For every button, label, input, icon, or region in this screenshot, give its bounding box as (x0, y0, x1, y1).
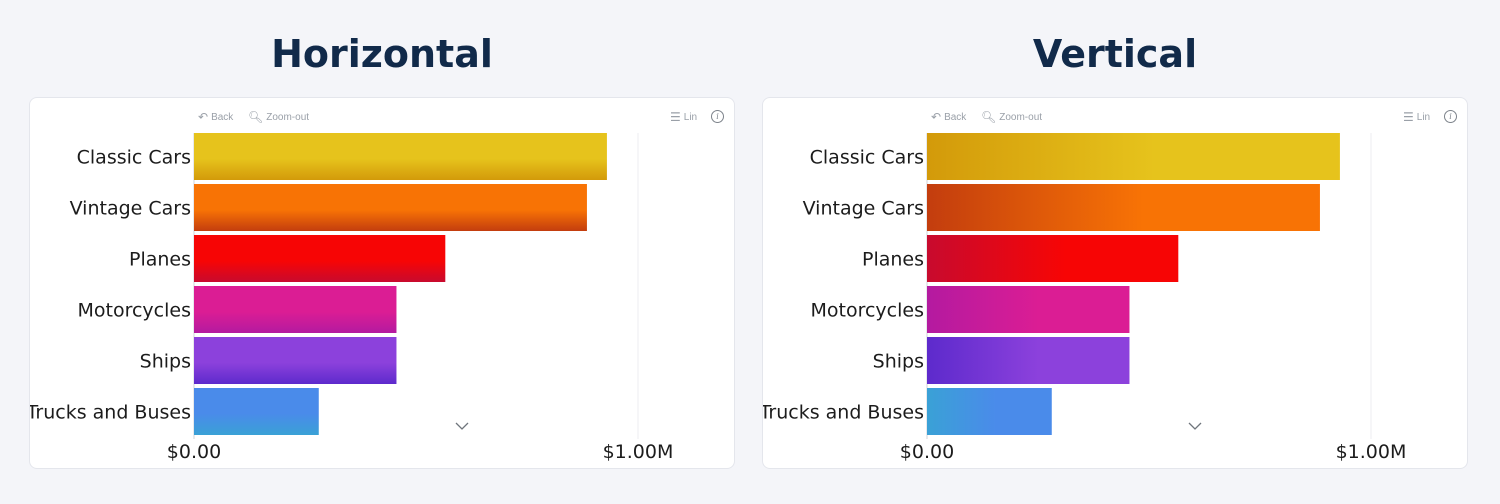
chart-card: ↶ Back 🔍︎ Zoom-out ☰ Lin i Classic Cars V… (762, 97, 1468, 469)
category-label: Vintage Cars (70, 198, 191, 220)
info-icon: i (1444, 110, 1457, 123)
back-button[interactable]: ↶ Back (198, 111, 233, 123)
chart-title: Horizontal (271, 32, 493, 76)
scale-toggle-button[interactable]: ☰ Lin (1403, 111, 1430, 123)
bar[interactable] (194, 133, 607, 180)
x-tick-label: $0.00 (167, 441, 221, 463)
bar-chart-svg: Classic Cars Vintage Cars Planes Motorcycle… (763, 133, 1407, 463)
back-label: Back (211, 111, 234, 123)
bar[interactable] (927, 388, 1052, 435)
info-icon: i (711, 110, 724, 123)
zoom-out-label: Zoom-out (999, 111, 1043, 123)
category-label: Ships (140, 351, 191, 373)
info-button[interactable]: i (711, 110, 724, 123)
list-icon: ☰ (670, 110, 681, 124)
list-icon: ☰ (1403, 110, 1414, 124)
back-button[interactable]: ↶ Back (931, 111, 966, 123)
bar[interactable] (927, 286, 1130, 333)
category-label: Motorcycles (811, 300, 925, 322)
zoom-out-button[interactable]: 🔍︎ Zoom-out (981, 111, 1042, 123)
category-label: Trucks and Buses (30, 402, 191, 424)
category-label: Motorcycles (78, 300, 192, 322)
back-label: Back (944, 111, 967, 123)
chart-title: Vertical (1032, 32, 1198, 76)
category-label: Vintage Cars (803, 198, 924, 220)
scale-toggle-button[interactable]: ☰ Lin (670, 111, 697, 123)
scale-label: Lin (683, 111, 698, 123)
x-tick-label: $1.00M (1336, 441, 1407, 463)
category-label: Planes (129, 249, 191, 271)
bar[interactable] (194, 337, 397, 384)
bar[interactable] (927, 133, 1340, 180)
bar[interactable] (927, 184, 1320, 231)
x-tick-label: $0.00 (900, 441, 954, 463)
magnifier-icon: 🔍︎ (248, 110, 264, 124)
bar[interactable] (194, 286, 397, 333)
back-arrow-icon: ↶ (198, 110, 209, 124)
info-button[interactable]: i (1444, 110, 1457, 123)
category-label: Classic Cars (810, 147, 924, 169)
category-label: Ships (873, 351, 924, 373)
bar[interactable] (194, 235, 446, 282)
x-tick-label: $1.00M (603, 441, 674, 463)
zoom-out-button[interactable]: 🔍︎ Zoom-out (248, 111, 309, 123)
bar[interactable] (927, 337, 1130, 384)
magnifier-icon: 🔍︎ (981, 110, 997, 124)
category-label: Classic Cars (77, 147, 191, 169)
category-label: Planes (862, 249, 924, 271)
bar[interactable] (927, 235, 1179, 282)
bar[interactable] (194, 388, 319, 435)
chevron-down-icon[interactable] (455, 422, 469, 430)
zoom-out-label: Zoom-out (266, 111, 310, 123)
chevron-down-icon[interactable] (1188, 422, 1202, 430)
chart-card: ↶ Back 🔍︎ Zoom-out ☰ Lin i Classic Cars V… (29, 97, 735, 469)
category-label: Trucks and Buses (763, 402, 924, 424)
scale-label: Lin (1416, 111, 1431, 123)
bar[interactable] (194, 184, 587, 231)
bar-chart-svg: Classic Cars Vintage Cars Planes Motorcycle… (30, 133, 674, 463)
back-arrow-icon: ↶ (931, 110, 942, 124)
